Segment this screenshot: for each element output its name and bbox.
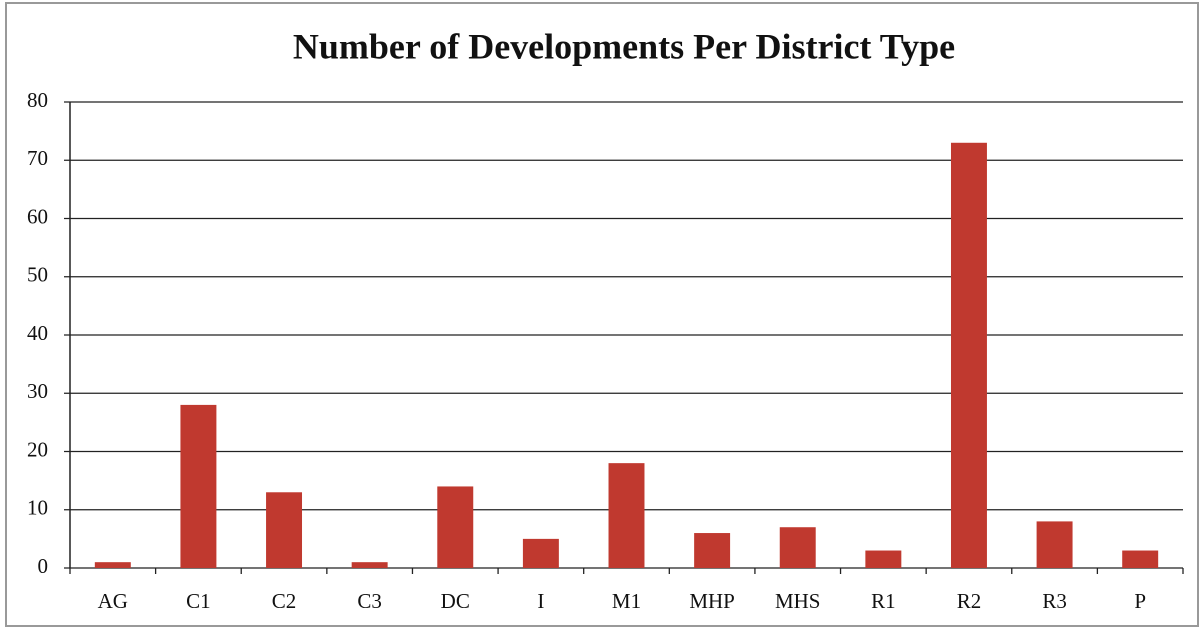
bar [779,527,816,568]
y-tick-label: 20 [27,437,48,461]
bar [1036,521,1073,568]
x-tick-label: C2 [272,589,297,613]
x-tick-label: MHS [775,589,821,613]
bar [608,463,645,568]
x-tick-label: I [537,589,544,613]
bar [522,538,559,568]
x-tick-label: AG [98,589,128,613]
bar [950,142,987,568]
y-tick-label: 80 [27,88,48,112]
bar [351,562,388,568]
x-tick-label: R2 [957,589,982,613]
x-tick-label: P [1134,589,1146,613]
y-tick-label: 70 [27,146,48,170]
x-tick-label: C1 [186,589,211,613]
bar [437,486,474,568]
bar [694,533,731,568]
y-tick-label: 10 [27,496,48,520]
y-tick-label: 60 [27,204,48,228]
x-tick-label: C3 [357,589,382,613]
chart-title: Number of Developments Per District Type [293,26,955,66]
y-tick-label: 0 [38,554,49,578]
bar [266,492,303,568]
x-tick-label: M1 [612,589,641,613]
y-tick-label: 50 [27,263,48,287]
y-tick-label: 40 [27,321,48,345]
y-tick-label: 30 [27,379,48,403]
x-tick-label: MHP [689,589,735,613]
bar [1122,550,1159,568]
x-tick-label: DC [441,589,470,613]
x-tick-label: R3 [1042,589,1067,613]
bar [180,404,217,568]
x-tick-label: R1 [871,589,896,613]
bar [865,550,902,568]
bar [94,562,131,568]
